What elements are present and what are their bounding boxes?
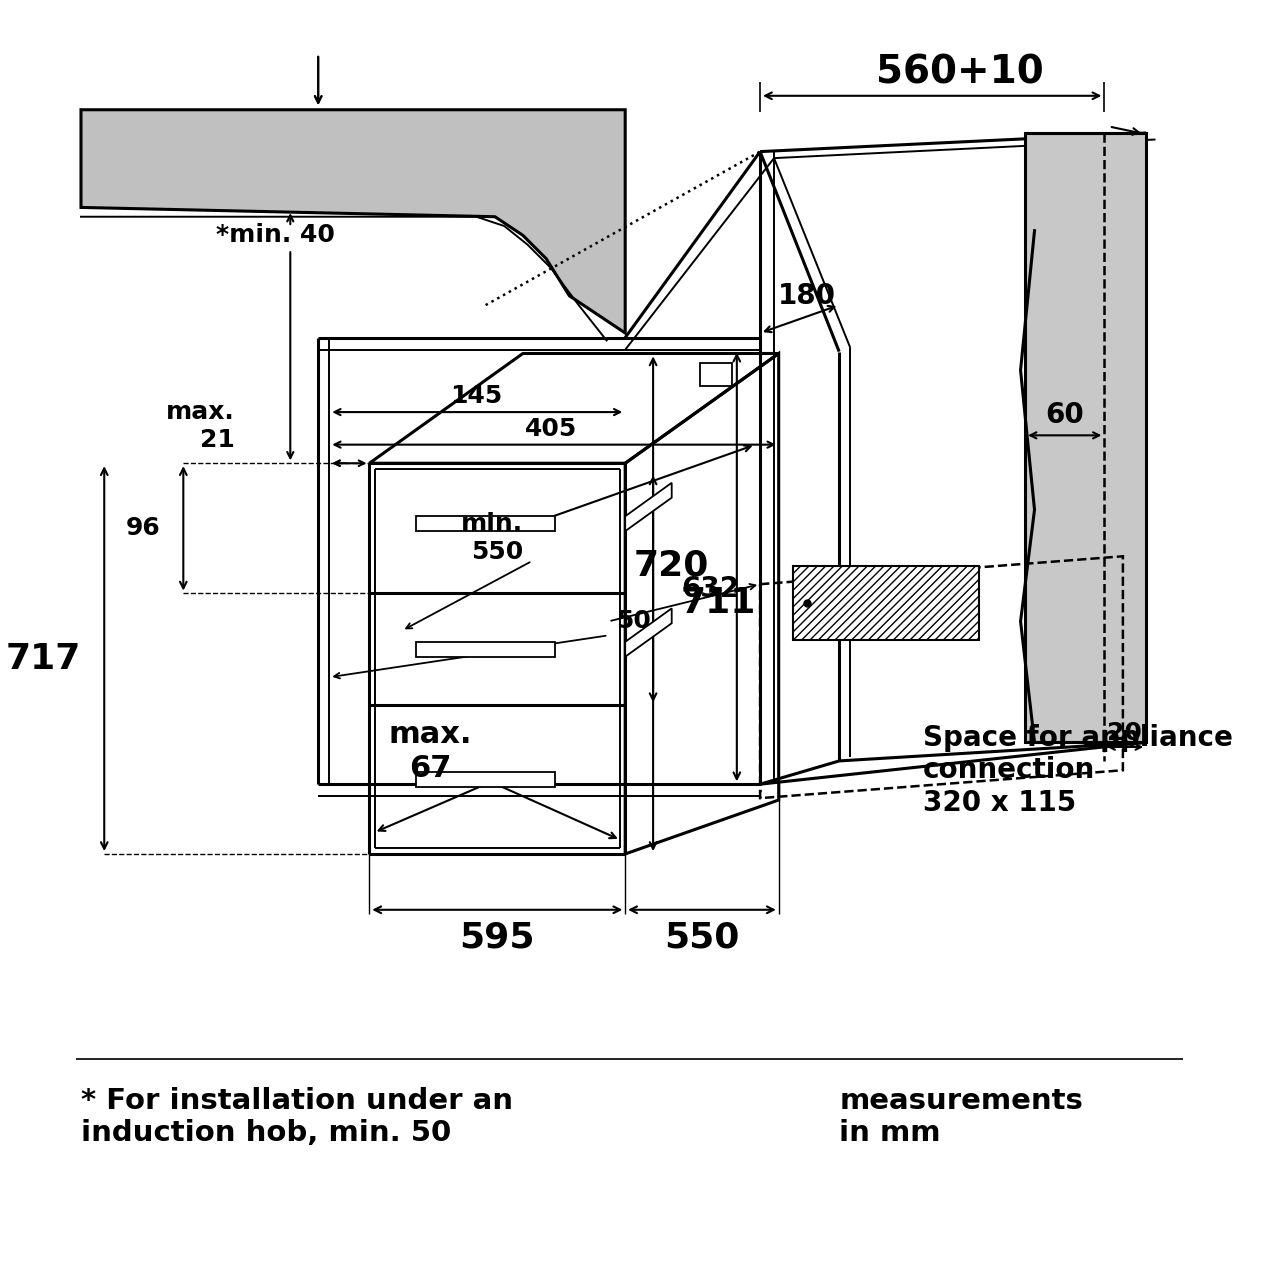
Text: 711: 711: [681, 586, 756, 620]
Bar: [793, 566, 979, 640]
Text: 550: 550: [664, 920, 739, 955]
Bar: [416, 772, 556, 787]
Bar: [416, 516, 556, 531]
Polygon shape: [625, 483, 671, 531]
Text: * For installation under an
induction hob, min. 50: * For installation under an induction ho…: [81, 1087, 512, 1147]
Text: 717: 717: [5, 641, 81, 676]
Text: 96: 96: [126, 516, 160, 540]
Text: 632: 632: [681, 575, 739, 603]
Text: min.
550: min. 550: [461, 512, 523, 563]
Text: 180: 180: [778, 282, 835, 310]
Polygon shape: [1025, 133, 1146, 742]
Text: 60: 60: [1045, 401, 1084, 429]
Text: measurements
in mm: measurements in mm: [839, 1087, 1082, 1147]
Text: 145: 145: [450, 384, 502, 408]
Text: 50: 50: [616, 609, 651, 634]
Text: max.
67: max. 67: [388, 721, 471, 783]
Text: 595: 595: [459, 920, 534, 955]
Text: max.
21: max. 21: [165, 401, 234, 452]
Bar: [699, 362, 733, 387]
Text: 405: 405: [525, 417, 576, 440]
Text: 560+10: 560+10: [876, 54, 1044, 92]
Polygon shape: [625, 608, 671, 657]
Text: *min. 40: *min. 40: [216, 223, 334, 247]
Polygon shape: [81, 110, 625, 333]
Bar: [416, 641, 556, 657]
Text: Space for appliance
connection
320 x 115: Space for appliance connection 320 x 115: [922, 723, 1232, 817]
Text: 20: 20: [1107, 721, 1143, 745]
Text: 720: 720: [634, 549, 708, 582]
